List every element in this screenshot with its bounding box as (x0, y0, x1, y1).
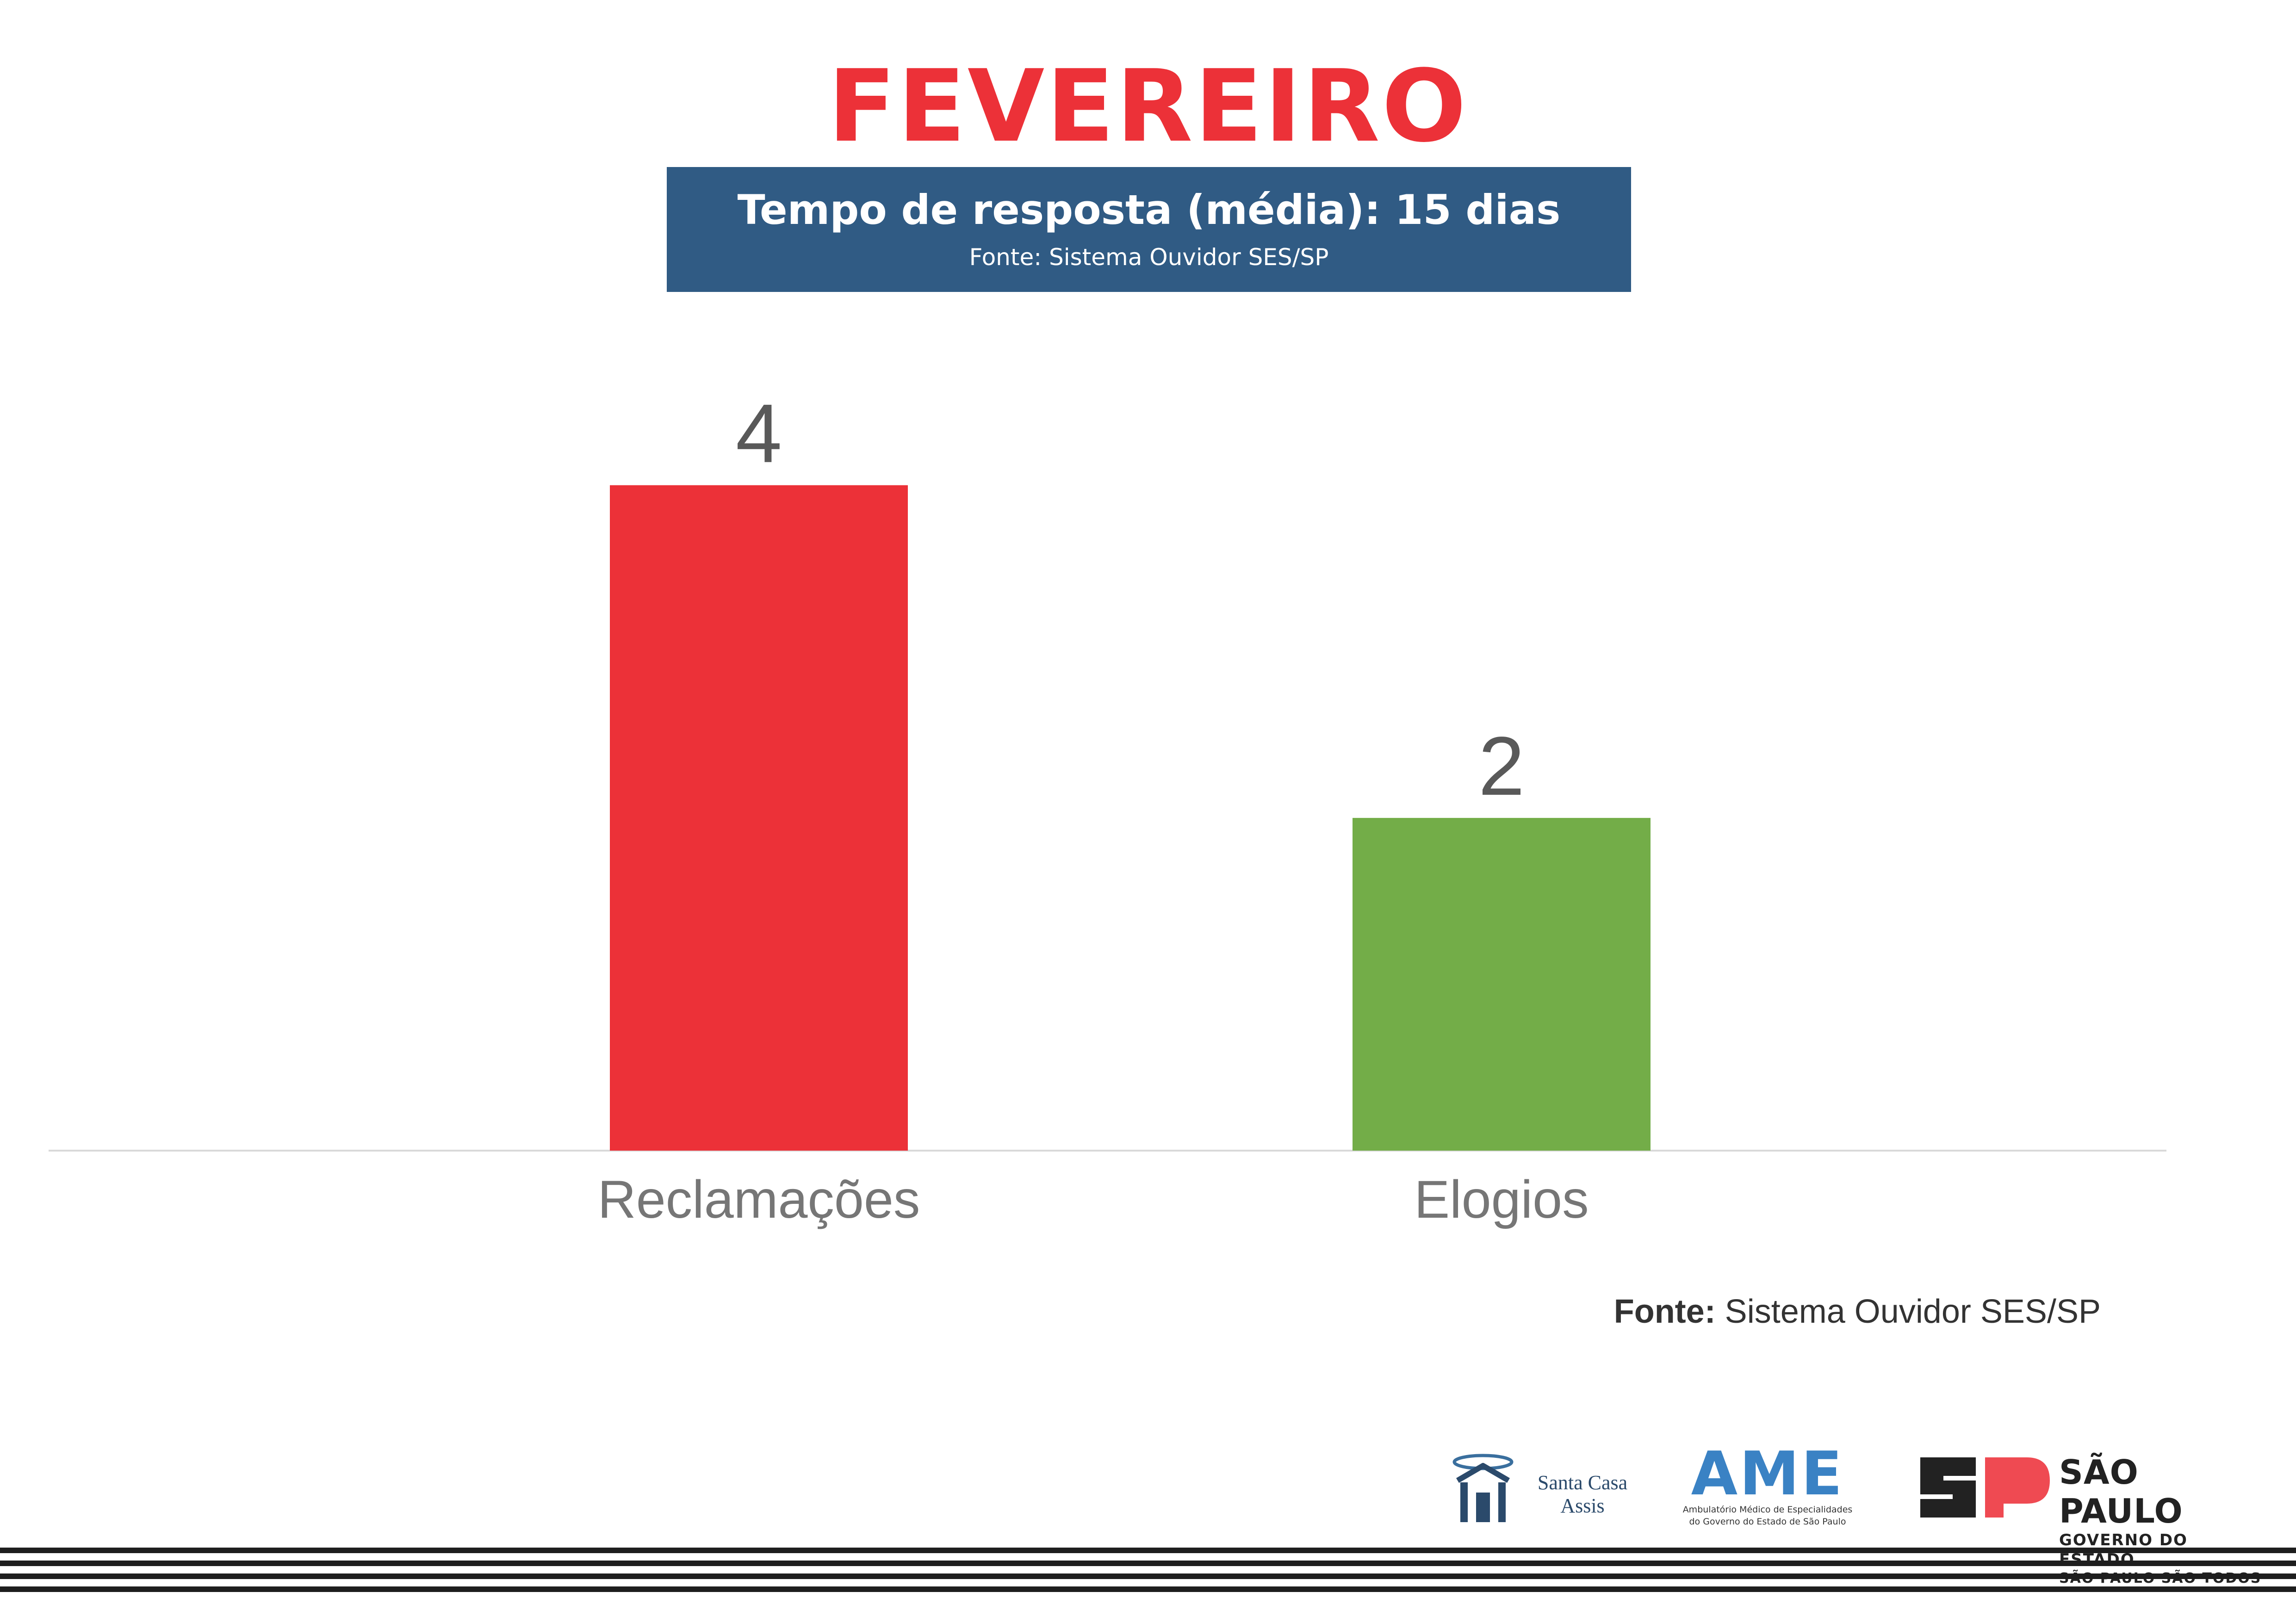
bar-value-label: 4 (736, 387, 782, 480)
category-label: Elogios (1414, 1170, 1589, 1229)
footer-stripe (0, 1548, 2296, 1553)
category-label: Reclamações (598, 1170, 920, 1229)
ame-logo: AME Ambulatório Médico de Especialidades… (1670, 1443, 1865, 1531)
santa-casa-line1: Santa Casa (1537, 1471, 1628, 1494)
ame-subtitle-1: Ambulatório Médico de Especialidades (1682, 1505, 1853, 1515)
bar-1 (1353, 818, 1651, 1151)
footer-stripe (0, 1573, 2296, 1579)
month-title: FEVEREIRO (828, 48, 1468, 164)
response-time-box: Tempo de resposta (média): 15 dias Fonte… (667, 167, 1631, 292)
response-time-source: Fonte: Sistema Ouvidor SES/SP (969, 244, 1329, 271)
sao-paulo-logo: SÃO PAULO GOVERNO DO ESTADO SÃO PAULO SÃ… (1911, 1448, 2263, 1586)
footer-stripes (0, 1548, 2296, 1594)
santa-casa-line2: Assis (1560, 1494, 1605, 1517)
bar-value-label: 2 (1478, 720, 1525, 813)
footer-stripe (0, 1586, 2296, 1592)
santa-casa-logo: Santa Casa Assis (1448, 1448, 1643, 1531)
bar-0 (610, 485, 908, 1151)
footer-source: Fonte: Sistema Ouvidor SES/SP (1434, 1291, 2101, 1332)
bar-chart: 4 Reclamações 2 Elogios (49, 387, 2166, 1229)
footer-stripe (0, 1561, 2296, 1566)
ame-subtitle-2: do Governo do Estado de São Paulo (1689, 1517, 1846, 1527)
footer-source-label: Fonte: (1613, 1293, 1716, 1330)
ame-wordmark: AME (1691, 1438, 1844, 1509)
sp-monogram-icon (1920, 1457, 2050, 1518)
santa-casa-building-icon (1452, 1454, 1514, 1522)
response-time-text: Tempo de resposta (média): 15 dias (737, 186, 1561, 234)
footer-source-text: Sistema Ouvidor SES/SP (1715, 1293, 2101, 1330)
sp-line1: SÃO PAULO (2059, 1453, 2183, 1530)
